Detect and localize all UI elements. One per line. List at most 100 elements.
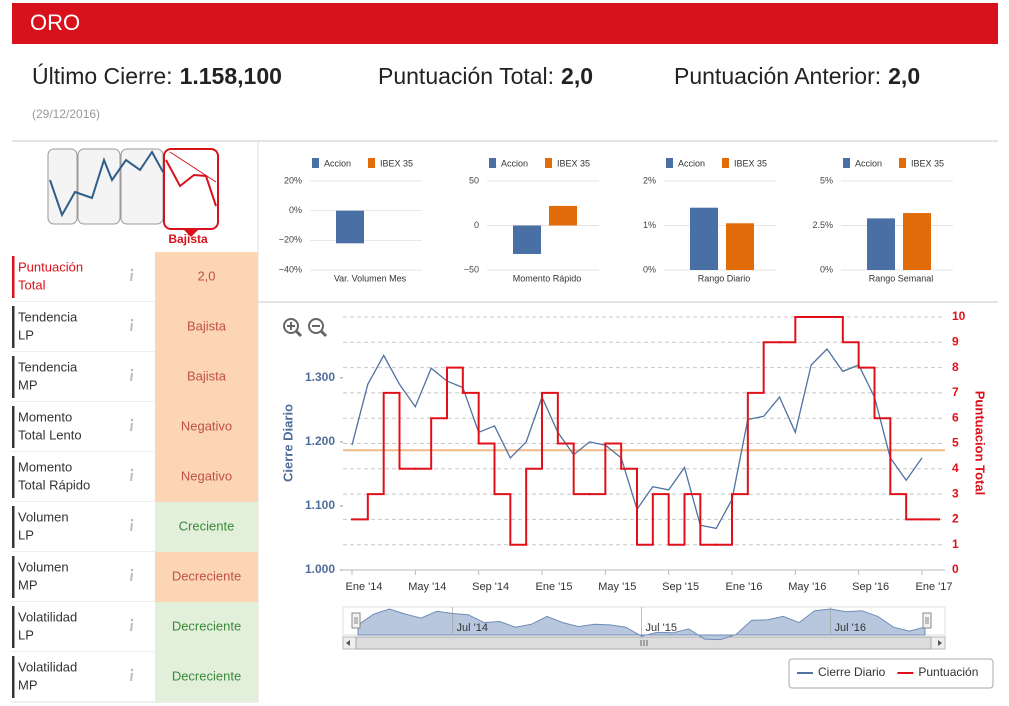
indicator-marker <box>12 406 15 448</box>
category-label: Momento Rápido <box>513 273 582 283</box>
header-bar <box>12 3 998 44</box>
y2-axis-title: Puntuacion Total <box>973 391 988 495</box>
bar <box>690 207 718 270</box>
summary-label: Puntuación Total: <box>378 63 554 89</box>
legend-label: Puntuación <box>918 665 978 679</box>
indicator-label: Puntuación <box>18 259 83 274</box>
indicator-row: Momento Total Rápido Negativo <box>12 452 258 503</box>
x-tick-label: May '15 <box>598 581 636 593</box>
y-tick-label: 0% <box>820 264 833 274</box>
info-icon <box>130 568 134 572</box>
indicator-marker <box>12 506 15 548</box>
indicator-marker <box>12 656 15 698</box>
y-tick-label: 1.000 <box>305 562 335 576</box>
indicator-row: Volatilidad LP Decreciente <box>12 602 258 653</box>
legend-swatch <box>545 158 552 168</box>
info-icon <box>130 472 133 482</box>
legend-swatch <box>899 158 906 168</box>
indicator-value: Decreciente <box>172 568 241 583</box>
indicator-label: Total Rápido <box>18 477 90 492</box>
x-tick-label: Ene '15 <box>536 581 573 593</box>
info-icon <box>130 272 133 282</box>
legend-label: Accion <box>678 158 705 168</box>
indicator-label: Momento <box>18 459 72 474</box>
legend-swatch <box>368 158 375 168</box>
trend-box <box>47 148 78 225</box>
x-tick-label: May '14 <box>408 581 446 593</box>
indicator-value-cell <box>155 402 258 452</box>
indicator-row: Momento Total Lento Negativo <box>12 402 258 453</box>
indicator-label: MP <box>18 577 38 592</box>
summary-value: 2,0 <box>888 63 920 89</box>
x-tick-label: Ene '14 <box>346 581 383 593</box>
summary-item: Puntuación Total: 2,0 <box>378 63 593 89</box>
indicator-value: Negativo <box>181 418 232 433</box>
indicator-row: Volumen LP Creciente <box>12 502 258 553</box>
indicator-label: Total Lento <box>18 427 82 442</box>
trend-icon <box>47 148 219 237</box>
summary-value: 1.158,100 <box>180 63 282 89</box>
summary-date: (29/12/2016) <box>32 107 100 121</box>
legend-label: Accion <box>501 158 528 168</box>
indicator-value-cell <box>155 352 258 402</box>
trend-box <box>77 148 121 225</box>
x-tick-label: Ene '16 <box>726 581 763 593</box>
indicator-value: Decreciente <box>172 618 241 633</box>
navigator-label: Jul '15 <box>646 622 677 634</box>
summary-label: Último Cierre: <box>32 63 173 89</box>
info-icon <box>130 572 133 582</box>
y-tick-label: −50 <box>464 264 479 274</box>
indicator-row: Volatilidad MP Decreciente <box>12 652 258 703</box>
legend-label: IBEX 35 <box>380 158 413 168</box>
bar <box>726 223 754 270</box>
info-icon <box>130 672 133 682</box>
scrollbar[interactable] <box>342 636 946 650</box>
navigator-handle <box>922 612 932 629</box>
x-tick-label: Sep '15 <box>662 581 699 593</box>
indicator-value: Negativo <box>181 468 232 483</box>
y2-tick-label: 10 <box>952 309 966 323</box>
navigator-handle <box>351 612 361 629</box>
bar <box>903 213 931 270</box>
indicator-row: Puntuación Total 2,0 <box>12 252 258 303</box>
indicator-value-cell <box>155 452 258 502</box>
summary-item: Último Cierre: 1.158,100 <box>32 63 282 89</box>
indicator-value-cell <box>155 302 258 352</box>
bar <box>867 218 895 270</box>
info-icon <box>130 418 134 422</box>
y2-tick-label: 9 <box>952 334 959 348</box>
y-axis-title: Cierre Diario <box>280 404 295 482</box>
indicator-label: Tendencia <box>18 359 78 374</box>
y-tick-label: −20% <box>279 235 302 245</box>
zoom-out[interactable] <box>308 318 328 338</box>
indicator-label: Volumen <box>18 509 69 524</box>
y-tick-label: 5% <box>820 175 833 185</box>
info-icon <box>130 372 133 382</box>
summary-item: Puntuación Anterior: 2,0 <box>674 63 920 89</box>
zoom-in[interactable] <box>283 318 303 338</box>
indicator-marker <box>12 306 15 348</box>
trend-sketch <box>49 150 164 218</box>
y-tick-label: 1% <box>643 220 656 230</box>
info-icon <box>130 518 134 522</box>
summary-value: 2,0 <box>561 63 593 89</box>
y2-tick-label: 7 <box>952 385 959 399</box>
y2-tick-label: 5 <box>952 436 959 450</box>
legend-label: IBEX 35 <box>557 158 590 168</box>
indicator-marker <box>12 356 15 398</box>
legend-swatch <box>722 158 729 168</box>
indicator-label: LP <box>18 327 34 342</box>
y2-tick-label: 3 <box>952 486 959 500</box>
indicator-value-cell <box>155 602 258 652</box>
y2-tick-label: 1 <box>952 537 959 551</box>
indicator-value-cell <box>155 252 258 302</box>
indicator-value-cell <box>155 652 258 702</box>
legend-swatch <box>843 158 850 168</box>
y-tick-label: 0% <box>289 205 302 215</box>
legend-label: IBEX 35 <box>734 158 767 168</box>
indicator-label: MP <box>18 677 38 692</box>
indicator-label: LP <box>18 627 34 642</box>
y2-tick-label: 4 <box>952 461 959 475</box>
bar <box>549 205 577 226</box>
